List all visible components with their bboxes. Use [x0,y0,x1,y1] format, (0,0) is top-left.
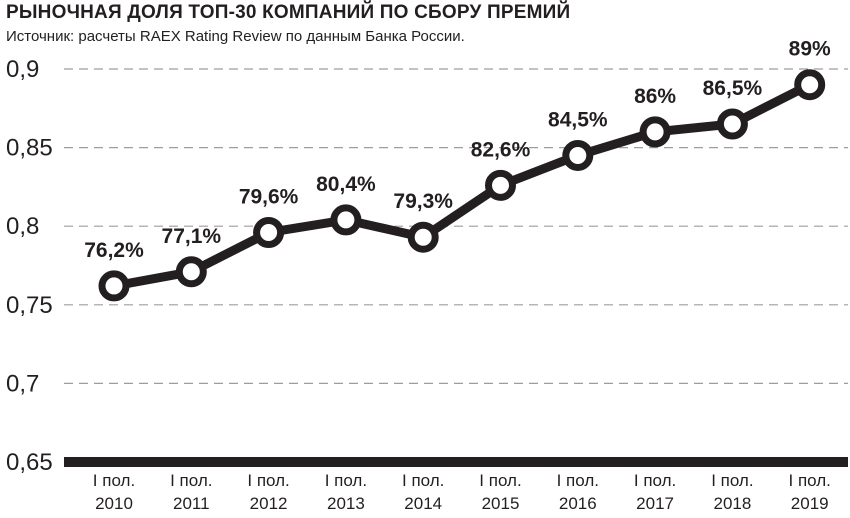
x-tick-label: I пол. [634,471,676,490]
y-tick-label: 0,9 [6,56,39,83]
y-tick-label: 0,7 [6,370,39,397]
data-label: 77,1% [162,225,222,248]
data-point [330,204,362,236]
data-label: 80,4% [316,173,376,196]
x-tick-label: I пол. [247,471,289,490]
x-tick-label: I пол. [325,471,367,490]
x-tick-label: 2016 [559,494,597,513]
data-point [485,169,516,201]
x-tick-label: 2011 [173,494,210,513]
x-tick-label: 2014 [404,494,442,513]
chart-source: Источник: расчеты RAEX Rating Review по … [6,28,465,45]
data-label: 86,5% [703,77,763,100]
x-tick-label: I пол. [170,471,212,490]
x-tick-label: 2018 [713,494,751,513]
data-label: 76,2% [84,239,144,262]
data-point [175,256,207,288]
x-tick-label: 2013 [327,494,365,513]
x-tick-label: 2010 [95,494,133,513]
x-axis-baseline [64,457,848,467]
data-point [716,108,748,140]
data-point [407,221,439,253]
x-tick-label: I пол. [711,471,753,490]
x-tick-label: 2017 [636,494,674,513]
y-tick-label: 0,85 [6,135,53,162]
x-tick-label: 2015 [482,494,520,513]
y-tick-label: 0,75 [6,292,53,319]
data-point [794,69,826,101]
data-point [98,270,130,302]
x-tick-label: 2019 [791,494,829,513]
data-point [562,139,594,171]
x-tick-label: I пол. [402,471,444,490]
x-tick-label: I пол. [789,471,831,490]
y-tick-label: 0,65 [6,449,53,476]
data-label: 79,6% [239,185,299,208]
x-tick-label: I пол. [479,471,521,490]
data-label: 82,6% [471,138,531,161]
x-tick-label: 2012 [250,494,288,513]
chart-title: РЫНОЧНАЯ ДОЛЯ ТОП-30 КОМПАНИЙ ПО СБОРУ П… [6,2,571,23]
data-label: 86% [634,85,676,108]
data-point [253,216,285,248]
x-tick-label: I пол. [93,471,135,490]
data-point [639,116,671,148]
data-label: 89% [789,38,831,61]
series-line [109,80,815,291]
x-tick-label: I пол. [557,471,599,490]
y-tick-label: 0,8 [6,213,39,240]
data-label: 84,5% [548,108,608,131]
data-label: 79,3% [393,190,453,213]
